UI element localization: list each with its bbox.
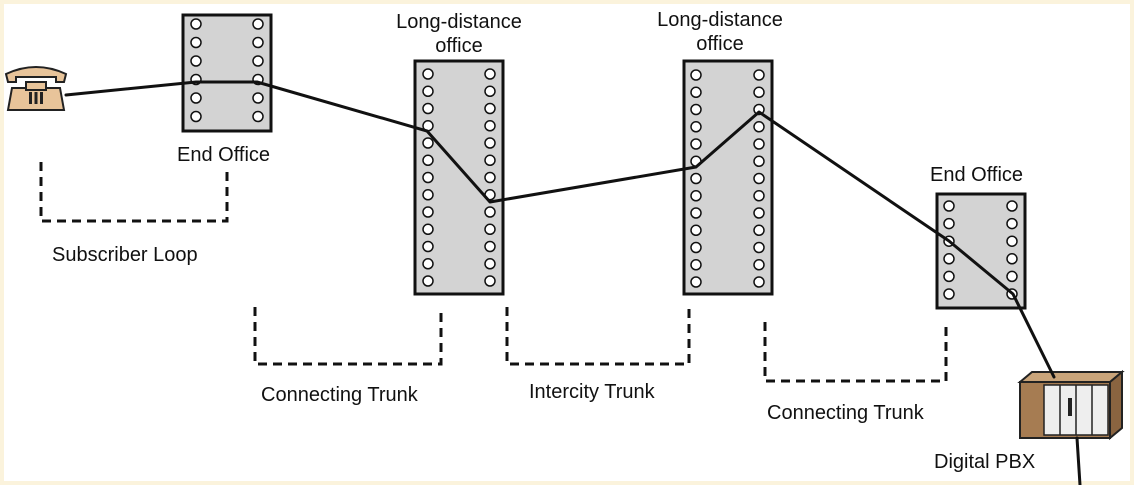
switch-port xyxy=(943,200,955,212)
switch-port xyxy=(943,288,955,300)
long-distance-office-2-label-line2: office xyxy=(696,33,744,55)
switch-port xyxy=(690,172,702,185)
long-distance-office-1-switch xyxy=(413,59,505,296)
switch-port xyxy=(690,259,702,271)
long-distance-office-2-switch xyxy=(682,59,774,296)
switch-port xyxy=(1006,217,1018,230)
switch-port xyxy=(190,18,202,30)
switch-port xyxy=(943,253,955,265)
switch-port xyxy=(484,240,496,253)
digital-pbx-label: Digital PBX xyxy=(934,451,1036,473)
switch-port xyxy=(484,171,496,184)
long-distance-office-2-label: Long-distance office xyxy=(640,8,800,56)
switch-port xyxy=(753,241,765,254)
switch-port xyxy=(190,92,202,104)
switch-port xyxy=(690,103,702,116)
switch-port xyxy=(1006,235,1018,247)
switch-port xyxy=(484,223,496,236)
connecting-trunk-left-bracket xyxy=(253,307,443,366)
connecting-trunk-left-label: Connecting Trunk xyxy=(261,384,418,406)
switch-port xyxy=(753,276,765,288)
switch-port xyxy=(1006,200,1018,212)
subscriber-loop-label: Subscriber Loop xyxy=(52,244,198,266)
switch-port xyxy=(422,171,434,184)
call-path xyxy=(64,80,1056,379)
switch-port xyxy=(252,36,264,49)
switch-port xyxy=(190,36,202,49)
switch-port xyxy=(753,190,765,202)
switch-port xyxy=(943,217,955,230)
intercity-trunk-label: Intercity Trunk xyxy=(529,381,655,403)
intercity-trunk-bracket xyxy=(505,307,691,366)
long-distance-office-2-label-line1: Long-distance xyxy=(657,9,783,31)
switch-port xyxy=(484,85,496,98)
subscriber-loop-bracket xyxy=(39,162,229,223)
switch-port xyxy=(690,121,702,133)
connecting-trunk-right-bracket xyxy=(763,322,948,383)
switch-port xyxy=(484,258,496,270)
end-office-right-switch xyxy=(935,192,1027,310)
switch-port xyxy=(753,172,765,185)
switch-port xyxy=(484,120,496,132)
connecting-trunk-right-label: Connecting Trunk xyxy=(767,402,924,424)
switch-port xyxy=(252,92,264,104)
switch-port xyxy=(690,190,702,202)
end-office-left-label: End Office xyxy=(177,144,271,166)
switch-port xyxy=(1006,253,1018,265)
switch-port xyxy=(753,69,765,81)
switch-port xyxy=(422,206,434,218)
long-distance-office-1-label: Long-distance office xyxy=(379,10,539,58)
long-distance-office-1-label-line2: office xyxy=(435,35,483,57)
switch-port xyxy=(252,55,264,67)
switch-port xyxy=(252,18,264,30)
switch-port xyxy=(484,68,496,80)
switch-port xyxy=(484,102,496,115)
pbx-line xyxy=(1075,436,1082,485)
switch-port xyxy=(690,224,702,237)
switch-port xyxy=(422,68,434,80)
switch-port xyxy=(422,137,434,149)
switch-port xyxy=(690,207,702,219)
switch-port xyxy=(690,138,702,150)
switch-port xyxy=(422,189,434,201)
switch-port xyxy=(252,110,264,123)
end-office-right-label: End Office xyxy=(930,164,1024,186)
switch-port xyxy=(690,69,702,81)
switch-port xyxy=(484,206,496,218)
switch-port xyxy=(753,224,765,237)
switch-port xyxy=(1006,270,1018,283)
switch-port xyxy=(753,155,765,168)
end-office-left-switch xyxy=(181,13,273,133)
switch-port xyxy=(422,223,434,236)
telephone-icon xyxy=(4,66,68,111)
switch-port xyxy=(753,259,765,271)
switch-port xyxy=(484,154,496,167)
switch-port xyxy=(753,207,765,219)
switch-port xyxy=(753,121,765,133)
switch-port xyxy=(484,137,496,149)
switch-port xyxy=(422,85,434,98)
switch-port xyxy=(422,240,434,253)
switch-port xyxy=(422,102,434,115)
switch-port xyxy=(690,276,702,288)
switch-port xyxy=(422,275,434,287)
switch-port xyxy=(484,275,496,287)
switch-port xyxy=(943,270,955,283)
switch-port xyxy=(422,258,434,270)
switch-port xyxy=(753,86,765,99)
switch-port xyxy=(753,138,765,150)
switch-port xyxy=(190,55,202,67)
switch-port xyxy=(690,241,702,254)
switch-port xyxy=(422,154,434,167)
switch-port xyxy=(190,110,202,123)
pbx-cabinet-icon xyxy=(1017,369,1125,441)
long-distance-office-1-label-line1: Long-distance xyxy=(396,11,522,33)
switch-port xyxy=(690,86,702,99)
